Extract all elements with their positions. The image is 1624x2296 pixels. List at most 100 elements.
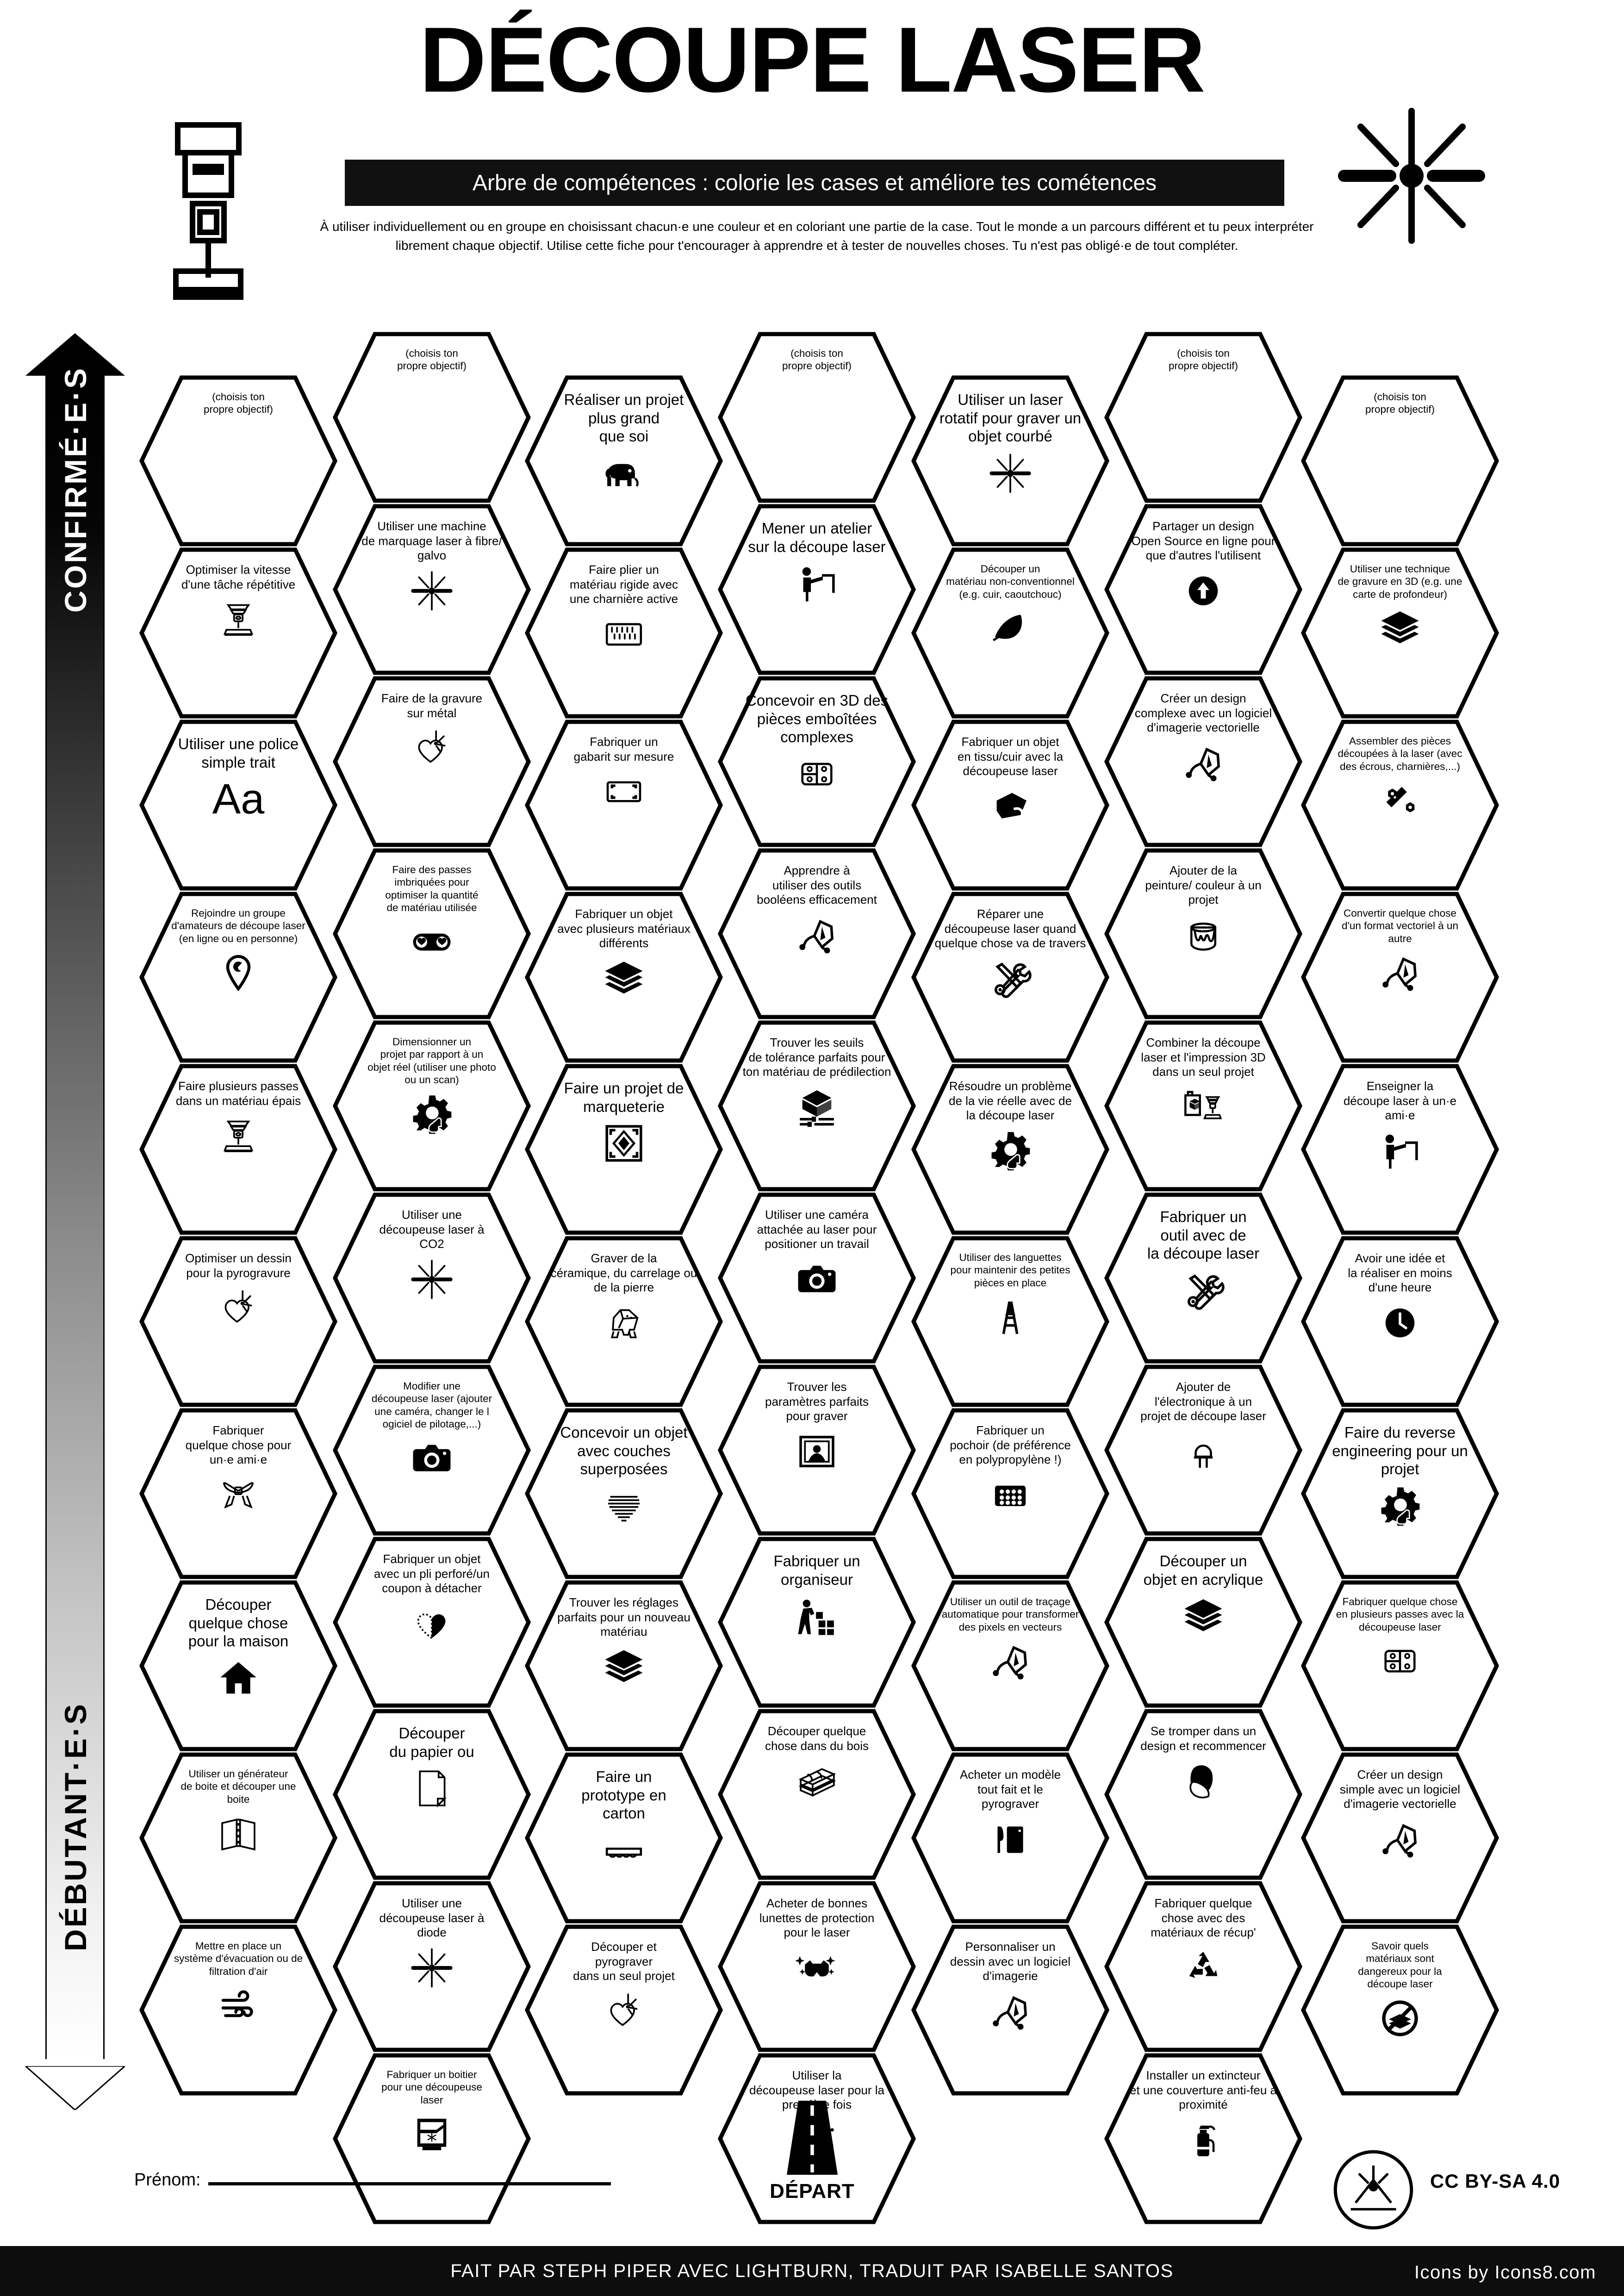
- skill-hex[interactable]: Utiliser une machine de marquage laser à …: [332, 503, 531, 676]
- skill-hex[interactable]: Faire un prototype en carton: [524, 1752, 723, 1924]
- skill-hex[interactable]: Optimiser la vitesse d'une tâche répétiti…: [139, 547, 338, 719]
- skill-hex[interactable]: Fabriquer quelque chose avec des matériaux…: [1104, 1880, 1303, 2053]
- skill-hex[interactable]: (choisis ton propre objectif): [1300, 375, 1500, 547]
- skill-label-line: l'électronique à un: [1154, 1394, 1252, 1409]
- skill-hex[interactable]: Modifier une découpeuse laser (ajouter une…: [332, 1364, 531, 1536]
- skill-hex[interactable]: Savoir quels matériaux sont dangereux pour…: [1300, 1924, 1500, 2096]
- skill-label-line: Trouver les: [787, 1380, 847, 1394]
- skill-hex[interactable]: Trouver les seuils de tolérance parfaits …: [717, 1020, 916, 1192]
- skill-hex[interactable]: Découper un objet en acrylique: [1104, 1536, 1303, 1708]
- skill-hex[interactable]: Fabriquer un objet avec un pli perforé/un…: [332, 1536, 531, 1708]
- skill-hex[interactable]: Faire des passes imbriquées pour optimiser…: [332, 848, 531, 1020]
- skill-hex[interactable]: Partager un design Open Source en ligne p…: [1104, 503, 1303, 676]
- skill-hex[interactable]: Utiliser un outil de traçage automatique …: [911, 1580, 1110, 1752]
- road-icon: [787, 2101, 838, 2175]
- skill-label-line: Fabriquer quelque chose: [1342, 1596, 1458, 1607]
- skill-hex[interactable]: Faire de la gravure sur métal: [332, 676, 531, 848]
- skill-hex[interactable]: Trouver les réglages parfaits pour un nou…: [524, 1580, 723, 1752]
- skill-hex[interactable]: Fabriquer un outil avec de la découpe lase…: [1104, 1192, 1303, 1364]
- skill-content: Ajouter de la peinture/ couleur à un proje…: [1121, 863, 1285, 956]
- skill-hex[interactable]: Convertir quelque chose d'un format vecto…: [1300, 891, 1500, 1063]
- skill-label-line: d'amateurs de découpe laser: [171, 920, 305, 932]
- skill-hex[interactable]: Assembler des pièces découpées à la laser…: [1300, 719, 1500, 891]
- skill-hex[interactable]: Utiliser un laser rotatif pour graver un o…: [911, 375, 1110, 547]
- skill-hex[interactable]: Optimiser un dessin pour la pyrogravure: [139, 1235, 338, 1408]
- skill-hex[interactable]: Combiner la découpe laser et l'impression…: [1104, 1020, 1303, 1192]
- skill-hex[interactable]: Enseigner la découpe laser à un·e ami·e: [1300, 1063, 1500, 1235]
- skill-hex[interactable]: Faire plusieurs passes dans un matériau é…: [139, 1063, 338, 1235]
- skill-label-line: que soi: [599, 428, 649, 445]
- skill-content: Fabriquer un gabarit sur mesure: [542, 735, 706, 813]
- skill-hex[interactable]: Acheter de bonnes lunettes de protection p…: [717, 1880, 916, 2053]
- skill-hex[interactable]: Résoudre un problème de la vie réelle ave…: [911, 1063, 1110, 1235]
- skill-label-line: simple trait: [201, 753, 275, 771]
- hexagon-outline: [139, 1064, 337, 1235]
- skill-hex[interactable]: Concevoir un objet avec couches superposée…: [524, 1408, 723, 1580]
- skill-label-line: Réparer une: [977, 907, 1044, 921]
- skill-hex[interactable]: Utiliser une découpeuse laser à CO2: [332, 1192, 531, 1364]
- skill-hex[interactable]: Avoir une idée et la réaliser en moins d'u…: [1300, 1235, 1500, 1408]
- skill-hex[interactable]: Réaliser un projet plus grand que soi: [524, 375, 723, 547]
- skill-hex[interactable]: Se tromper dans un design et recommencer: [1104, 1708, 1303, 1880]
- skill-hex[interactable]: Dimensionner un projet par rapport à un ob…: [332, 1020, 531, 1192]
- skill-content: Assembler des pièces découpées à la laser…: [1318, 735, 1482, 822]
- skill-hex[interactable]: Mener un atelier sur la découpe laser: [717, 503, 916, 676]
- skill-label-line: propre objectif): [1168, 360, 1238, 372]
- skill-hex[interactable]: (choisis ton propre objectif): [1104, 331, 1303, 503]
- skill-hex[interactable]: Fabriquer un organiseur: [717, 1536, 916, 1708]
- hexagon-outline: [139, 892, 337, 1063]
- name-input-line[interactable]: [208, 2182, 611, 2185]
- skill-label-line: chose dans du bois: [765, 1738, 869, 1753]
- skill-hex[interactable]: Découper et pyrograver dans un seul projet: [524, 1924, 723, 2096]
- skill-content: Faire des passes imbriquées pour optimiser…: [350, 863, 514, 963]
- footer-credit: FAIT PAR STEPH PIPER AVEC LIGHTBURN, TRA…: [450, 2260, 1174, 2281]
- skill-hex[interactable]: Faire un projet de marqueterie: [524, 1063, 723, 1235]
- skill-hex[interactable]: Graver de la céramique, du carrelage ou de…: [524, 1235, 723, 1408]
- skill-hex[interactable]: Faire du reverse engineering pour un proje…: [1300, 1408, 1500, 1580]
- skill-hex[interactable]: Utiliser des languettes pour maintenir de…: [911, 1235, 1110, 1408]
- skill-hex[interactable]: Trouver les paramètres parfaits pour grave…: [717, 1364, 916, 1536]
- skill-hex[interactable]: Faire plier un matériau rigide avec une ch…: [524, 547, 723, 719]
- skill-hex[interactable]: Fabriquer un objet avec plusieurs matéria…: [524, 891, 723, 1063]
- skill-hex[interactable]: Créer un design complexe avec un logiciel…: [1104, 676, 1303, 848]
- skill-hex[interactable]: Réparer une découpeuse laser quand quelque…: [911, 891, 1110, 1063]
- skill-hex[interactable]: Utiliser un générateur de boite et découp…: [139, 1752, 338, 1924]
- skill-hex[interactable]: Rejoindre un groupe d'amateurs de découpe…: [139, 891, 338, 1063]
- skill-hex[interactable]: Personnaliser un dessin avec un logiciel d…: [911, 1924, 1110, 2096]
- skill-hex[interactable]: Apprendre à utiliser des outils booléens e…: [717, 848, 916, 1020]
- skill-hex[interactable]: Fabriquer quelque chose pour un·e ami·e: [139, 1408, 338, 1580]
- skill-label-line: sur métal: [407, 706, 457, 720]
- skill-label-line: (choisis ton: [405, 348, 458, 359]
- skill-label-line: découpe laser: [1367, 1978, 1433, 1990]
- skill-label-line: matériaux sont: [1366, 1953, 1434, 1965]
- skill-hex[interactable]: Utiliser une découpeuse laser à diode: [332, 1880, 531, 2053]
- skill-hex[interactable]: Découper quelque chose dans du bois: [717, 1708, 916, 1880]
- skill-hex[interactable]: (choisis ton propre objectif): [717, 331, 916, 503]
- hexagon-outline: [139, 1752, 337, 1924]
- skill-hex[interactable]: Découper du papier ou: [332, 1708, 531, 1880]
- skill-hex[interactable]: (choisis ton propre objectif): [139, 375, 338, 547]
- skill-hex[interactable]: Découper quelque chose pour la maison: [139, 1580, 338, 1752]
- skill-label-line: ogiciel de pilotage,...): [382, 1418, 481, 1430]
- skill-hex[interactable]: Utiliser une police simple trait Aa: [139, 719, 338, 891]
- skill-hex[interactable]: Concevoir en 3D des pièces emboîtées compl…: [717, 676, 916, 848]
- skill-label-line: plus grand: [588, 409, 660, 427]
- skill-hex[interactable]: Fabriquer un gabarit sur mesure: [524, 719, 723, 891]
- skill-hex[interactable]: Fabriquer un boitier pour une découpeuse l…: [332, 2053, 531, 2225]
- skill-label-line: Faire du reverse: [1344, 1424, 1456, 1441]
- skill-hex[interactable]: Installer un extincteur et une couverture…: [1104, 2053, 1303, 2225]
- skill-hex[interactable]: Utiliser une technique de gravure en 3D (…: [1300, 547, 1500, 719]
- skill-hex[interactable]: Fabriquer un objet en tissu/cuir avec la d…: [911, 719, 1110, 891]
- skill-hex[interactable]: (choisis ton propre objectif): [332, 331, 531, 503]
- skill-hex[interactable]: Ajouter de la peinture/ couleur à un proje…: [1104, 848, 1303, 1020]
- skill-hex[interactable]: Créer un design simple avec un logiciel d'…: [1300, 1752, 1500, 1924]
- skill-hex[interactable]: Fabriquer un pochoir (de préférence en pol…: [911, 1408, 1110, 1580]
- skill-hex[interactable]: Découper un matériau non-conventionnel (e.…: [911, 547, 1110, 719]
- skill-label-line: découpeuse laser: [963, 764, 1058, 778]
- skill-label-line: (choisis ton: [1177, 348, 1230, 359]
- skill-hex[interactable]: Ajouter de l'électronique à un projet de d…: [1104, 1364, 1303, 1536]
- skill-hex[interactable]: Acheter un modèle tout fait et le pyrograv…: [911, 1752, 1110, 1924]
- skill-hex[interactable]: Mettre en place un système d'évacuation o…: [139, 1924, 338, 2096]
- skill-hex[interactable]: Utiliser une caméra attachée au laser pou…: [717, 1192, 916, 1364]
- skill-hex[interactable]: Fabriquer quelque chose en plusieurs pass…: [1300, 1580, 1500, 1752]
